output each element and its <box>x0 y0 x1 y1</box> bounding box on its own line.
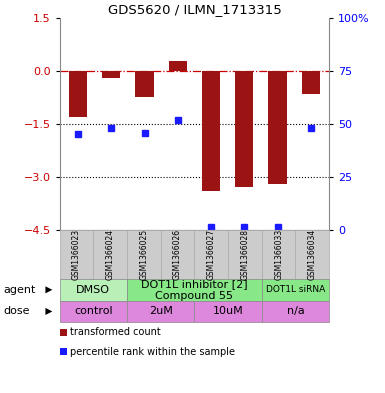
Text: GSM1366023: GSM1366023 <box>72 229 81 280</box>
Text: DOT1L siRNA: DOT1L siRNA <box>266 285 325 294</box>
Text: GSM1366024: GSM1366024 <box>106 229 115 280</box>
Bar <box>69 71 87 117</box>
Text: GSM1366028: GSM1366028 <box>241 229 249 280</box>
Text: GSM1366027: GSM1366027 <box>207 229 216 280</box>
Text: DMSO: DMSO <box>76 285 110 295</box>
Text: n/a: n/a <box>286 307 305 316</box>
Text: agent: agent <box>4 285 36 295</box>
Bar <box>302 71 320 94</box>
Text: DOT1L inhibitor [2]
Compound 55: DOT1L inhibitor [2] Compound 55 <box>141 279 248 301</box>
Bar <box>235 71 253 187</box>
Text: percentile rank within the sample: percentile rank within the sample <box>70 347 236 357</box>
Bar <box>136 71 154 97</box>
Text: GSM1366026: GSM1366026 <box>173 229 182 280</box>
Text: GSM1366033: GSM1366033 <box>274 229 283 280</box>
Text: 2uM: 2uM <box>149 307 173 316</box>
Bar <box>268 71 287 184</box>
Text: transformed count: transformed count <box>70 327 161 337</box>
Bar <box>169 61 187 71</box>
Text: dose: dose <box>4 307 30 316</box>
Text: GSM1366025: GSM1366025 <box>139 229 148 280</box>
Text: GSM1366034: GSM1366034 <box>308 229 317 280</box>
Title: GDS5620 / ILMN_1713315: GDS5620 / ILMN_1713315 <box>107 4 281 17</box>
Text: 10uM: 10uM <box>213 307 243 316</box>
Text: control: control <box>74 307 113 316</box>
Bar <box>102 71 121 78</box>
Bar <box>202 71 220 191</box>
